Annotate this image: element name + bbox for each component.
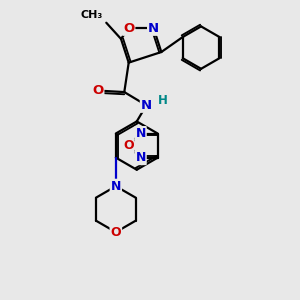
Text: H: H xyxy=(158,94,167,106)
Text: N: N xyxy=(111,180,121,193)
Text: N: N xyxy=(135,127,146,140)
Text: O: O xyxy=(123,139,134,152)
Text: O: O xyxy=(92,84,103,97)
Text: CH₃: CH₃ xyxy=(80,11,103,20)
Text: O: O xyxy=(123,22,134,35)
Text: N: N xyxy=(141,99,152,112)
Text: N: N xyxy=(135,151,146,164)
Text: O: O xyxy=(110,226,121,239)
Text: N: N xyxy=(148,22,159,35)
